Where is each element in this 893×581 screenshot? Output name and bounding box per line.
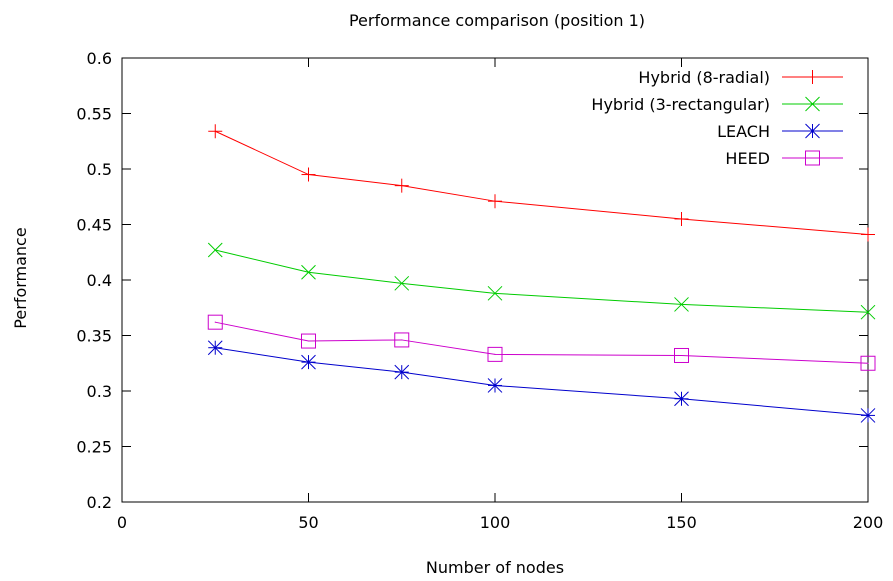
y-axis-label: Performance	[11, 227, 30, 328]
y-tick-label: 0.2	[87, 493, 112, 512]
y-tick-label: 0.45	[76, 216, 112, 235]
data-point	[805, 96, 820, 112]
y-tick-label: 0.25	[76, 438, 112, 457]
data-point	[674, 211, 689, 226]
x-tick-label: 150	[666, 513, 697, 532]
series-line	[215, 321, 869, 364]
series-line	[215, 130, 869, 235]
data-point	[674, 347, 689, 363]
data-point	[860, 355, 876, 371]
legend-entry: HEED	[725, 149, 843, 168]
series-2	[207, 340, 876, 423]
x-tick-label: 0	[117, 513, 127, 532]
data-point	[674, 297, 689, 312]
legend-label: HEED	[725, 149, 770, 168]
series-line	[215, 347, 869, 416]
data-point	[805, 150, 820, 166]
chart-title: Performance comparison (position 1)	[349, 11, 645, 30]
legend: Hybrid (8-radial) Hybrid (3-rectangular) L…	[591, 68, 843, 168]
legend-entry: LEACH	[717, 122, 843, 141]
data-point	[394, 332, 410, 348]
x-tick-label: 50	[298, 513, 318, 532]
y-tick-label: 0.35	[76, 327, 112, 346]
data-point	[394, 275, 410, 291]
data-point	[207, 340, 223, 356]
y-tick-label: 0.5	[87, 160, 112, 179]
data-point	[487, 285, 503, 301]
y-tick-label: 0.3	[87, 382, 112, 401]
x-tick-label: 200	[853, 513, 884, 532]
series-0	[208, 124, 875, 242]
legend-label: Hybrid (3-rectangular)	[591, 95, 770, 114]
x-tick-label: 100	[480, 513, 511, 532]
data-point	[301, 167, 316, 182]
data-point	[207, 242, 223, 258]
series-1	[207, 242, 876, 320]
series-layer	[207, 124, 876, 423]
data-point	[207, 314, 223, 330]
y-tick-label: 0.6	[87, 49, 112, 68]
legend-entry: Hybrid (8-radial)	[638, 68, 843, 87]
data-point	[674, 391, 689, 407]
data-point	[860, 408, 876, 423]
series-3	[207, 314, 876, 371]
y-tick-label: 0.4	[87, 271, 112, 290]
axis-ticks: 0 50 100 150 200 0.2 0.25 0.3 0.35 0.4 0.45 0.5 0.55…	[76, 49, 883, 532]
data-point	[301, 354, 316, 370]
data-point	[861, 227, 875, 242]
data-point	[394, 178, 409, 193]
data-point	[805, 123, 820, 139]
data-point	[805, 70, 820, 84]
data-point	[860, 304, 876, 320]
data-point	[301, 333, 316, 349]
legend-label: LEACH	[717, 122, 770, 141]
data-point	[487, 378, 503, 393]
data-point	[394, 364, 410, 380]
data-point	[301, 264, 316, 280]
legend-label: Hybrid (8-radial)	[638, 68, 770, 87]
legend-entry: Hybrid (3-rectangular)	[591, 95, 843, 114]
y-tick-label: 0.55	[76, 105, 112, 124]
data-point	[487, 346, 503, 362]
series-line	[215, 249, 869, 313]
x-axis-label: Number of nodes	[426, 558, 564, 577]
data-point	[208, 124, 223, 139]
data-point	[488, 194, 502, 209]
